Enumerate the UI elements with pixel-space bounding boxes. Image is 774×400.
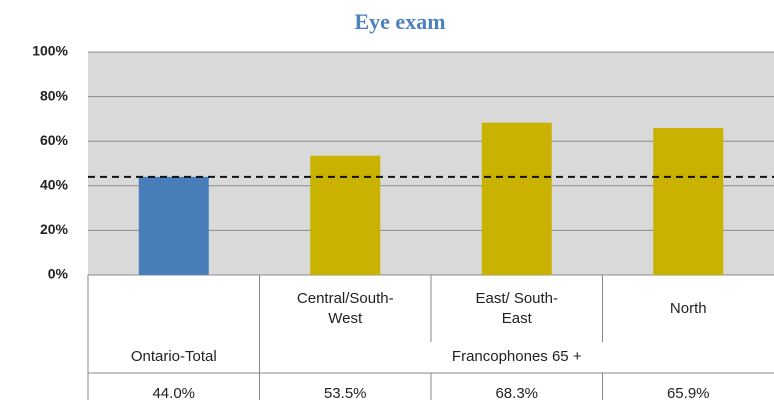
group-label: Francophones 65 + — [451, 348, 582, 365]
y-tick-label: 20% — [40, 221, 69, 237]
category-label: North — [669, 300, 707, 317]
y-tick-label: 60% — [40, 132, 69, 148]
value-label: 68.3% — [495, 385, 538, 400]
category-label: Central/South-West — [296, 290, 394, 327]
bar — [481, 122, 552, 275]
category-label: Ontario-Total — [130, 348, 217, 365]
category-label: Ontario-Total — [130, 348, 217, 365]
value-label: 65.9% — [667, 385, 710, 400]
bar — [138, 176, 209, 275]
y-tick-label: 80% — [40, 87, 69, 103]
category-label: East/ South-East — [475, 290, 559, 327]
group-label: Francophones 65 + — [451, 348, 582, 365]
category-label: North — [669, 300, 707, 317]
y-tick-label: 0% — [48, 266, 69, 282]
value-label: 53.5% — [324, 385, 367, 400]
category-label: East/ South-East — [475, 290, 559, 327]
y-tick-label: 100% — [32, 43, 68, 59]
value-label: 44.0% — [152, 385, 195, 400]
bar — [653, 128, 724, 275]
chart-title: Eye exam — [354, 9, 445, 34]
bar — [310, 155, 381, 275]
category-label: Central/South-West — [296, 290, 394, 327]
y-tick-label: 40% — [40, 177, 69, 193]
